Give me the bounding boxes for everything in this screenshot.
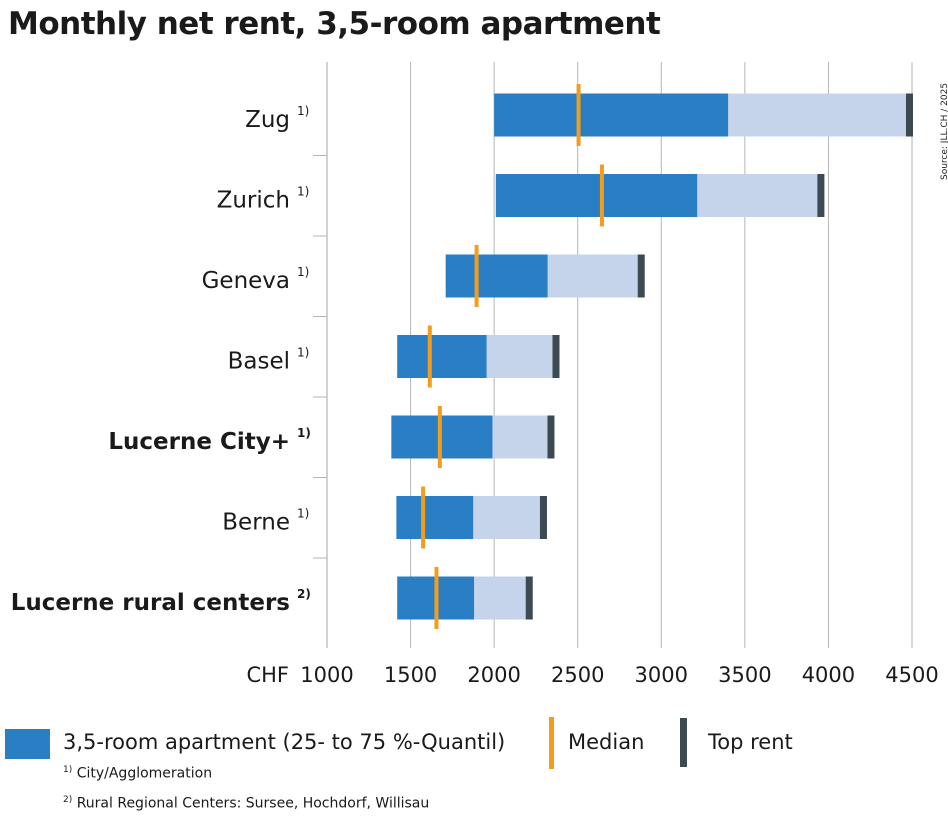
- category-footnote-mark: 1): [297, 265, 309, 279]
- footnote-1-mark: 1): [63, 765, 73, 775]
- chart-title: Monthly net rent, 3,5-room apartment: [8, 6, 661, 42]
- source-note: Source: JLL.CH / 2025: [940, 82, 948, 180]
- category-footnote-mark: 1): [297, 104, 309, 118]
- x-tick-label: 1500: [384, 663, 437, 687]
- legend-top-label: Top rent: [708, 730, 793, 754]
- x-axis-label: CHF: [246, 663, 289, 687]
- bar-upper-range: [473, 496, 544, 539]
- bar-upper-range: [474, 576, 530, 620]
- category-label: Lucerne rural centers: [11, 590, 290, 616]
- bar-iqr: [391, 415, 493, 459]
- x-tick-label: 4500: [885, 663, 938, 687]
- x-tick-label: 2500: [551, 663, 604, 687]
- category-footnote-mark: 2): [297, 587, 311, 601]
- legend-iqr-label: 3,5-room apartment (25- to 75 %-Quantil): [63, 730, 506, 754]
- category-footnote-mark: 1): [297, 426, 311, 440]
- x-tick-label: 3500: [718, 663, 771, 687]
- footnote-2-mark: 2): [63, 795, 73, 805]
- marker-top-rent: [525, 576, 533, 620]
- marker-top-rent: [637, 254, 645, 298]
- bar-upper-range: [492, 415, 551, 459]
- marker-median: [474, 245, 479, 307]
- footnote-2-text: Rural Regional Centers: Sursee, Hochdorf…: [76, 795, 430, 812]
- footnote-2: 2) Rural Regional Centers: Sursee, Hochd…: [63, 795, 429, 812]
- x-tick-label: 4000: [802, 663, 855, 687]
- legend-top-swatch: [680, 718, 687, 767]
- category-footnote-mark: 1): [297, 346, 309, 360]
- category-label: Zug: [245, 107, 290, 133]
- category-label: Zurich: [217, 188, 290, 214]
- legend-median-swatch: [549, 717, 554, 769]
- chart-svg: 1000 1500 2000 2500 3000 3500 4000 4500 CHF Zug 1)…: [11, 62, 939, 687]
- bar-upper-range: [728, 93, 910, 137]
- marker-top-rent: [817, 174, 825, 217]
- x-tick-label: 2000: [467, 663, 520, 687]
- bar-iqr: [396, 496, 474, 539]
- bar-upper-range: [697, 174, 821, 217]
- marker-top-rent: [552, 335, 560, 378]
- x-tick-label: 1000: [300, 663, 353, 687]
- footnote-1-text: City/Agglomeration: [76, 765, 213, 782]
- marker-median: [434, 567, 439, 629]
- marker-median: [421, 486, 426, 549]
- marker-median: [437, 406, 442, 468]
- footnote-1: 1) City/Agglomeration: [63, 765, 212, 782]
- bar-iqr: [397, 335, 487, 378]
- bar-upper-range: [486, 335, 556, 378]
- marker-top-rent: [547, 415, 555, 459]
- category-label: Geneva: [202, 268, 290, 294]
- category-label: Lucerne City+: [108, 429, 290, 455]
- category-label: Basel: [228, 349, 290, 375]
- marker-top-rent: [905, 93, 913, 137]
- category-footnote-mark: 1): [297, 185, 309, 199]
- marker-median: [427, 325, 432, 388]
- marker-median: [599, 164, 604, 227]
- marker-median: [576, 84, 581, 146]
- bar-iqr: [495, 174, 698, 217]
- x-tick-label: 3000: [635, 663, 688, 687]
- category-footnote-mark: 1): [297, 507, 309, 521]
- bar-iqr: [494, 93, 729, 137]
- legend-median-label: Median: [568, 730, 645, 754]
- legend-iqr-swatch: [5, 729, 50, 759]
- bar-upper-range: [547, 254, 642, 298]
- marker-top-rent: [539, 496, 547, 539]
- bar-iqr: [445, 254, 548, 298]
- category-label: Berne: [222, 510, 290, 536]
